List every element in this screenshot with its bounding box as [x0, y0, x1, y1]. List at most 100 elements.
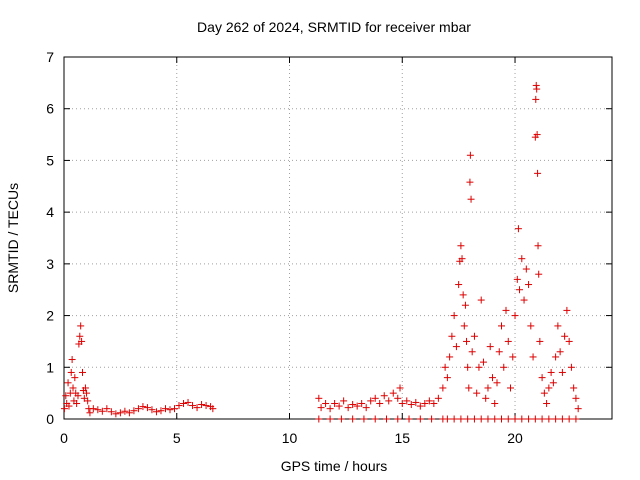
data-point: [68, 356, 76, 364]
data-point: [60, 405, 68, 413]
data-point: [430, 399, 438, 407]
data-point: [477, 296, 485, 304]
data-point: [78, 368, 86, 376]
data-point: [130, 407, 138, 415]
data-point: [403, 397, 411, 405]
y-tick-label: 0: [46, 411, 54, 427]
data-point: [511, 312, 519, 320]
data-point: [65, 402, 73, 410]
data-point: [574, 405, 582, 413]
data-point: [563, 306, 571, 314]
data-point: [464, 415, 472, 423]
data-point: [565, 337, 573, 345]
data-point: [529, 353, 537, 361]
data-point: [516, 286, 524, 294]
data-point: [491, 415, 499, 423]
data-point: [513, 275, 521, 283]
data-point: [439, 384, 447, 392]
data-point: [567, 363, 575, 371]
data-point: [98, 407, 106, 415]
data-point: [532, 95, 540, 103]
data-point: [484, 384, 492, 392]
x-tick-label: 5: [173, 430, 181, 446]
data-point: [148, 406, 156, 414]
data-point: [367, 397, 375, 405]
data-point: [475, 363, 483, 371]
data-point: [76, 332, 84, 340]
data-point: [322, 399, 330, 407]
data-point: [78, 337, 86, 345]
data-point: [547, 368, 555, 376]
y-tick-label: 7: [46, 49, 54, 65]
data-point: [180, 399, 188, 407]
data-point: [89, 405, 97, 413]
data-point: [465, 384, 473, 392]
y-axis-label: SRMTID / TECUs: [5, 183, 21, 293]
data-point: [538, 415, 546, 423]
data-point: [193, 404, 201, 412]
x-axis-label: GPS time / hours: [281, 458, 388, 474]
data-point: [175, 402, 183, 410]
data-point: [315, 394, 323, 402]
data-point: [317, 404, 325, 412]
data-point: [511, 415, 519, 423]
data-point: [552, 353, 560, 361]
data-point: [344, 404, 352, 412]
data-point: [77, 322, 85, 330]
data-point: [121, 407, 129, 415]
data-point: [525, 415, 533, 423]
data-point: [570, 384, 578, 392]
data-point: [134, 405, 142, 413]
data-point: [572, 415, 580, 423]
data-point: [556, 348, 564, 356]
data-point: [83, 389, 91, 397]
data-point: [455, 281, 463, 289]
data-point: [371, 415, 379, 423]
data-point: [463, 337, 471, 345]
data-point: [439, 415, 447, 423]
data-point: [497, 415, 505, 423]
data-point: [152, 408, 160, 416]
data-point: [538, 374, 546, 382]
data-point: [360, 415, 368, 423]
data-point: [412, 398, 420, 406]
data-point: [166, 406, 174, 414]
data-point: [326, 415, 334, 423]
data-point: [457, 415, 465, 423]
data-point: [534, 169, 542, 177]
data-point: [326, 405, 334, 413]
x-tick-label: 10: [282, 430, 298, 446]
data-point: [434, 394, 442, 402]
data-point: [353, 402, 361, 410]
data-point: [477, 415, 485, 423]
data-point: [396, 384, 404, 392]
data-point: [421, 399, 429, 407]
data-point: [394, 394, 402, 402]
data-point: [64, 379, 72, 387]
data-point: [484, 415, 492, 423]
data-point: [572, 394, 580, 402]
data-point: [533, 131, 541, 139]
data-point: [470, 415, 478, 423]
data-point: [552, 415, 560, 423]
data-point: [558, 368, 566, 376]
data-point: [441, 363, 449, 371]
data-point: [376, 399, 384, 407]
data-point: [531, 415, 539, 423]
data-point: [349, 415, 357, 423]
data-point: [143, 404, 151, 412]
data-point: [112, 410, 120, 418]
data-point: [349, 401, 357, 409]
data-point: [470, 332, 478, 340]
chart-grid: [64, 57, 612, 419]
data-point: [460, 322, 468, 330]
data-point: [493, 379, 501, 387]
data-point: [554, 322, 562, 330]
data-point: [448, 332, 456, 340]
data-point: [198, 401, 206, 409]
data-point: [536, 337, 544, 345]
data-point: [549, 379, 557, 387]
data-point: [86, 409, 94, 417]
x-tick-label: 15: [394, 430, 410, 446]
data-point: [502, 306, 510, 314]
